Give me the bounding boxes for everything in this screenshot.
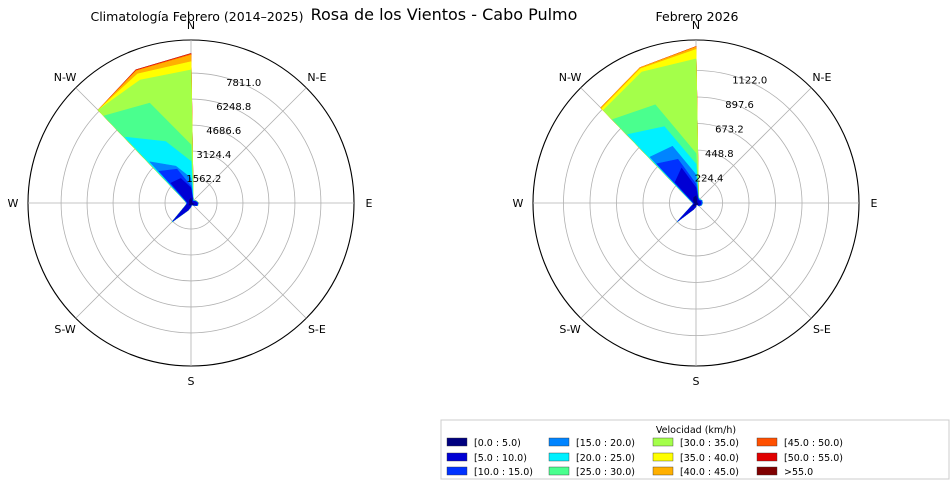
direction-label: N-W <box>54 71 77 84</box>
angular-grid-line <box>190 202 307 319</box>
radial-tick-label: 897.6 <box>725 100 754 111</box>
direction-label: N <box>692 19 700 32</box>
figure-suptitle: Rosa de los Vientos - Cabo Pulmo <box>311 5 578 24</box>
radial-tick-label: 1562.2 <box>186 174 221 185</box>
radial-tick-label: 224.4 <box>695 174 724 185</box>
legend-swatch <box>756 466 778 476</box>
legend-swatch <box>652 466 674 476</box>
legend-title: Velocidad (km/h) <box>656 425 736 436</box>
legend-label: [35.0 : 40.0) <box>680 453 739 464</box>
wind-rose-climatology: Climatología Febrero (2014–2025) N N-E E S-… <box>8 9 373 388</box>
legend-swatch <box>446 466 468 476</box>
speed-legend: Velocidad (km/h) [0.0 : 5.0) [5.0 : 10.0)… <box>440 419 950 480</box>
direction-label: S-E <box>308 323 326 336</box>
rose-title-climatology: Climatología Febrero (2014–2025) <box>90 9 303 24</box>
legend-label: [40.0 : 45.0) <box>680 467 739 478</box>
radial-tick-label: 6248.8 <box>216 102 251 113</box>
direction-label: N <box>187 19 195 32</box>
legend-swatch <box>756 437 778 447</box>
rose-area-5-0-10-0 <box>674 167 702 221</box>
angular-grid-line <box>695 202 812 319</box>
direction-label: E <box>871 197 878 210</box>
direction-label: S <box>188 375 195 388</box>
legend-swatch <box>548 466 570 476</box>
legend-label: [10.0 : 15.0) <box>474 467 533 478</box>
direction-label: N-W <box>559 71 582 84</box>
radial-tick-label: 673.2 <box>715 125 744 136</box>
direction-label: S-W <box>559 323 581 336</box>
legend-label: [5.0 : 10.0) <box>474 453 527 464</box>
angular-grid-line <box>190 87 307 204</box>
radial-tick-label: 448.8 <box>705 149 734 160</box>
direction-label: S-W <box>54 323 76 336</box>
legend-label: [50.0 : 55.0) <box>784 453 843 464</box>
direction-label: E <box>366 197 373 210</box>
rose-area-0-0-5-0 <box>188 197 195 206</box>
legend-swatch <box>548 437 570 447</box>
radial-tick-label: 7811.0 <box>226 78 261 89</box>
legend-label: [15.0 : 20.0) <box>576 438 635 449</box>
legend-frame <box>440 419 950 480</box>
radial-tick-label: 3124.4 <box>196 150 231 161</box>
radial-tick-label: 1122.0 <box>732 76 767 87</box>
legend-label: [30.0 : 35.0) <box>680 438 739 449</box>
legend-label: [0.0 : 5.0) <box>474 438 521 449</box>
legend-label: [20.0 : 25.0) <box>576 453 635 464</box>
direction-label: W <box>8 197 19 210</box>
radial-tick-label: 4686.6 <box>206 126 241 137</box>
rose-area-5-0-10-0 <box>170 178 198 221</box>
rose-area-0-0-5-0 <box>692 195 699 207</box>
rose-title-february-2026: Febrero 2026 <box>656 9 739 24</box>
legend-swatch <box>756 452 778 462</box>
angular-grid-line <box>580 202 697 319</box>
legend-swatch <box>652 437 674 447</box>
direction-label: N-E <box>812 71 831 84</box>
legend-label: >55.0 <box>784 467 813 478</box>
legend-swatch <box>446 437 468 447</box>
wind-rose-february-2026: Febrero 2026 N N-E E S-E S S-W W N-W 224.4 448.8 6… <box>513 9 878 388</box>
direction-label: S <box>693 375 700 388</box>
legend-swatch <box>548 452 570 462</box>
direction-label: N-E <box>307 71 326 84</box>
angular-grid-line <box>695 87 812 204</box>
direction-label: S-E <box>813 323 831 336</box>
direction-label: W <box>513 197 524 210</box>
legend-label: [45.0 : 50.0) <box>784 438 843 449</box>
legend-swatch <box>652 452 674 462</box>
legend-swatch <box>446 452 468 462</box>
legend-label: [25.0 : 30.0) <box>576 467 635 478</box>
